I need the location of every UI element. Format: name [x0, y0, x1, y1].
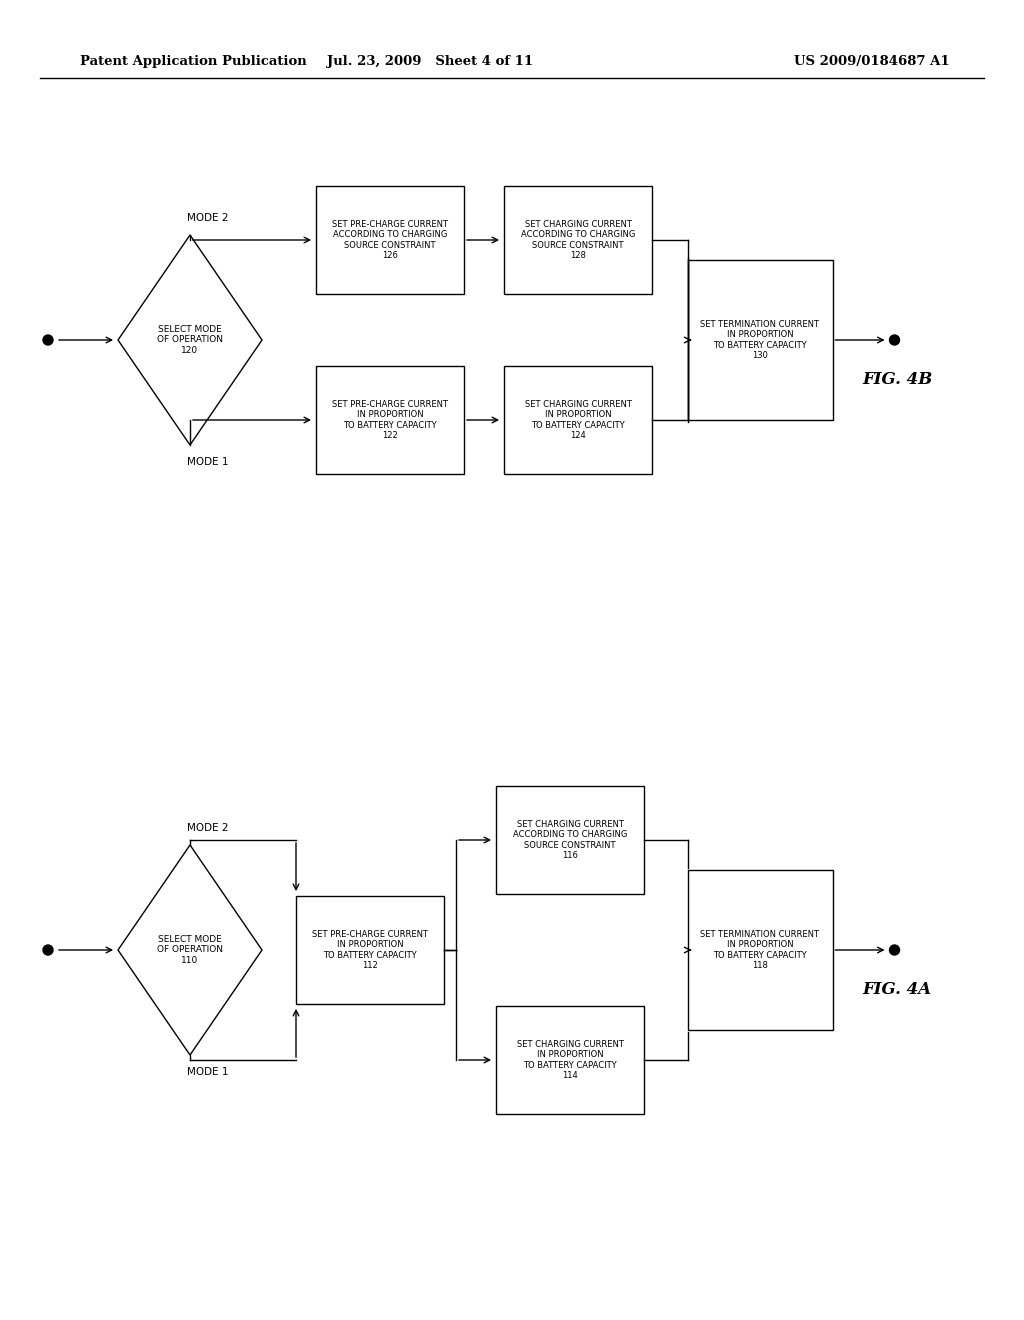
Text: SET TERMINATION CURRENT
IN PROPORTION
TO BATTERY CAPACITY
130: SET TERMINATION CURRENT IN PROPORTION TO… — [700, 319, 819, 360]
Text: SET CHARGING CURRENT
ACCORDING TO CHARGING
SOURCE CONSTRAINT
116: SET CHARGING CURRENT ACCORDING TO CHARGI… — [513, 820, 627, 861]
Circle shape — [890, 945, 899, 954]
Text: MODE 1: MODE 1 — [187, 1067, 228, 1077]
Bar — [496, 1006, 644, 1114]
Bar — [316, 366, 464, 474]
Text: Patent Application Publication: Patent Application Publication — [80, 55, 307, 69]
Text: SET PRE-CHARGE CURRENT
IN PROPORTION
TO BATTERY CAPACITY
122: SET PRE-CHARGE CURRENT IN PROPORTION TO … — [332, 400, 449, 440]
Text: FIG. 4A: FIG. 4A — [862, 982, 932, 998]
Text: SET CHARGING CURRENT
IN PROPORTION
TO BATTERY CAPACITY
114: SET CHARGING CURRENT IN PROPORTION TO BA… — [516, 1040, 624, 1080]
Text: SET CHARGING CURRENT
IN PROPORTION
TO BATTERY CAPACITY
124: SET CHARGING CURRENT IN PROPORTION TO BA… — [524, 400, 632, 440]
Text: SET PRE-CHARGE CURRENT
ACCORDING TO CHARGING
SOURCE CONSTRAINT
126: SET PRE-CHARGE CURRENT ACCORDING TO CHAR… — [332, 220, 449, 260]
Bar — [504, 186, 652, 294]
Bar — [316, 186, 464, 294]
Circle shape — [43, 335, 53, 345]
Bar — [504, 366, 652, 474]
Bar — [687, 260, 833, 420]
Text: US 2009/0184687 A1: US 2009/0184687 A1 — [795, 55, 950, 69]
Text: Jul. 23, 2009   Sheet 4 of 11: Jul. 23, 2009 Sheet 4 of 11 — [327, 55, 534, 69]
Text: SET CHARGING CURRENT
ACCORDING TO CHARGING
SOURCE CONSTRAINT
128: SET CHARGING CURRENT ACCORDING TO CHARGI… — [521, 220, 635, 260]
Text: SET PRE-CHARGE CURRENT
IN PROPORTION
TO BATTERY CAPACITY
112: SET PRE-CHARGE CURRENT IN PROPORTION TO … — [312, 929, 428, 970]
Text: MODE 1: MODE 1 — [187, 457, 228, 467]
Text: SET TERMINATION CURRENT
IN PROPORTION
TO BATTERY CAPACITY
118: SET TERMINATION CURRENT IN PROPORTION TO… — [700, 929, 819, 970]
Bar — [296, 896, 444, 1005]
Bar — [496, 785, 644, 894]
Text: MODE 2: MODE 2 — [187, 213, 228, 223]
Text: MODE 2: MODE 2 — [187, 822, 228, 833]
Bar — [687, 870, 833, 1030]
Text: SELECT MODE
OF OPERATION
110: SELECT MODE OF OPERATION 110 — [157, 935, 223, 965]
Circle shape — [890, 335, 899, 345]
Text: SELECT MODE
OF OPERATION
120: SELECT MODE OF OPERATION 120 — [157, 325, 223, 355]
Circle shape — [43, 945, 53, 954]
Text: FIG. 4B: FIG. 4B — [862, 371, 933, 388]
